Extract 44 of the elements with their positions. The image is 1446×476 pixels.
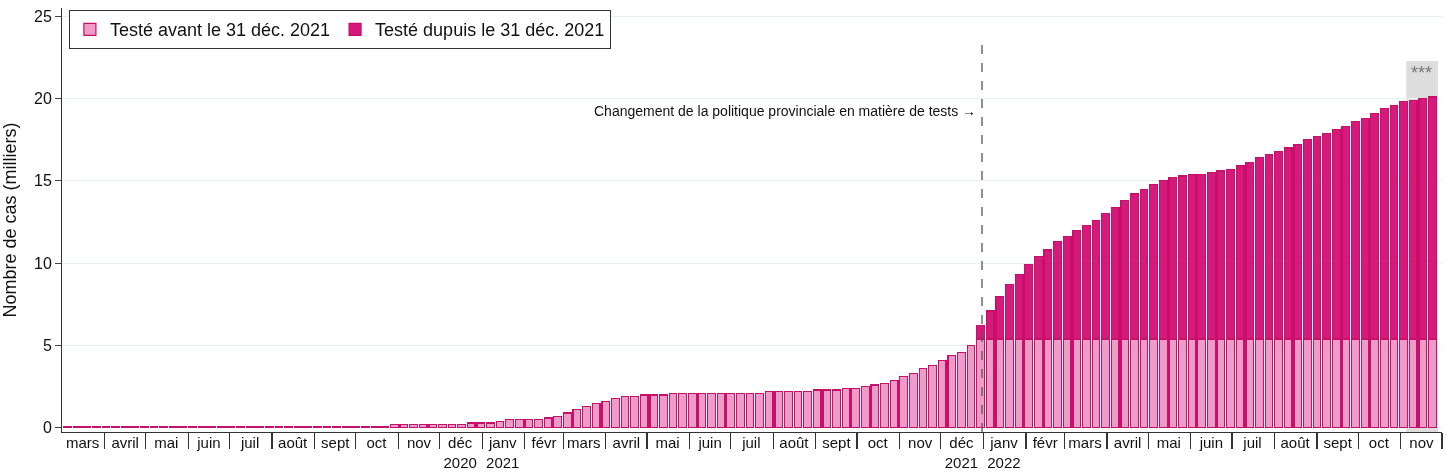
x-tick-label: sept (321, 434, 351, 451)
y-tick-label: 0 (42, 419, 52, 437)
y-tick-label: 5 (42, 337, 52, 355)
x-tick-label: avril (111, 434, 139, 451)
x-tick-label: avril (612, 434, 641, 451)
x-tick-label: déc 2021 (944, 434, 979, 471)
x-tick-label: sept (1323, 434, 1353, 451)
y-axis-title: Nombre de cas (milliers) (0, 122, 20, 318)
x-tick-label: juil (741, 434, 761, 451)
y-tick-label: 20 (34, 90, 52, 108)
legend-label: Testé dupuis le 31 déc. 2021 (375, 20, 605, 41)
x-tick-label: nov (1409, 434, 1434, 451)
x-tick-label: juil (239, 434, 260, 451)
x-tick-label: juin (1198, 434, 1223, 451)
x-tick-label: juil (1242, 434, 1262, 451)
x-tick-label: mars (567, 434, 601, 451)
x-tick-label: déc 2020 (443, 434, 477, 471)
x-tick-label: août (278, 434, 309, 451)
x-tick-label: févr (531, 434, 557, 451)
x-tick-label: oct (1368, 434, 1390, 451)
legend-label: Testé avant le 31 déc. 2021 (109, 20, 331, 41)
x-tick-label: août (1280, 434, 1311, 451)
x-tick-label: juin (697, 434, 722, 451)
y-tick-label: 25 (34, 7, 52, 25)
x-tick-label: mai (655, 434, 680, 451)
x-tick-label: sept (822, 434, 852, 451)
x-tick-label: janv 2021 (486, 434, 520, 471)
y-tick-label: 15 (34, 172, 52, 190)
x-tick-label: mars (65, 434, 100, 451)
ref-line-label: Changement de la politique provinciale en matière de tests → (594, 103, 977, 119)
x-tick-label: nov (406, 434, 432, 451)
band-label: *** (1411, 63, 1433, 83)
x-tick-label: mai (1156, 434, 1181, 451)
x-tick-label: févr (1032, 434, 1058, 451)
y-tick-label: 10 (34, 254, 52, 272)
x-tick-label: nov (908, 434, 933, 451)
x-tick-label: juin (196, 434, 221, 451)
x-tick-label: avril (1113, 434, 1142, 451)
x-tick-label: oct (867, 434, 889, 451)
x-tick-label: mai (154, 434, 179, 451)
x-tick-label: mars (1068, 434, 1102, 451)
x-tick-label: oct (366, 434, 388, 451)
x-tick-label: août (779, 434, 810, 451)
x-tick-label: janv 2022 (987, 434, 1021, 471)
